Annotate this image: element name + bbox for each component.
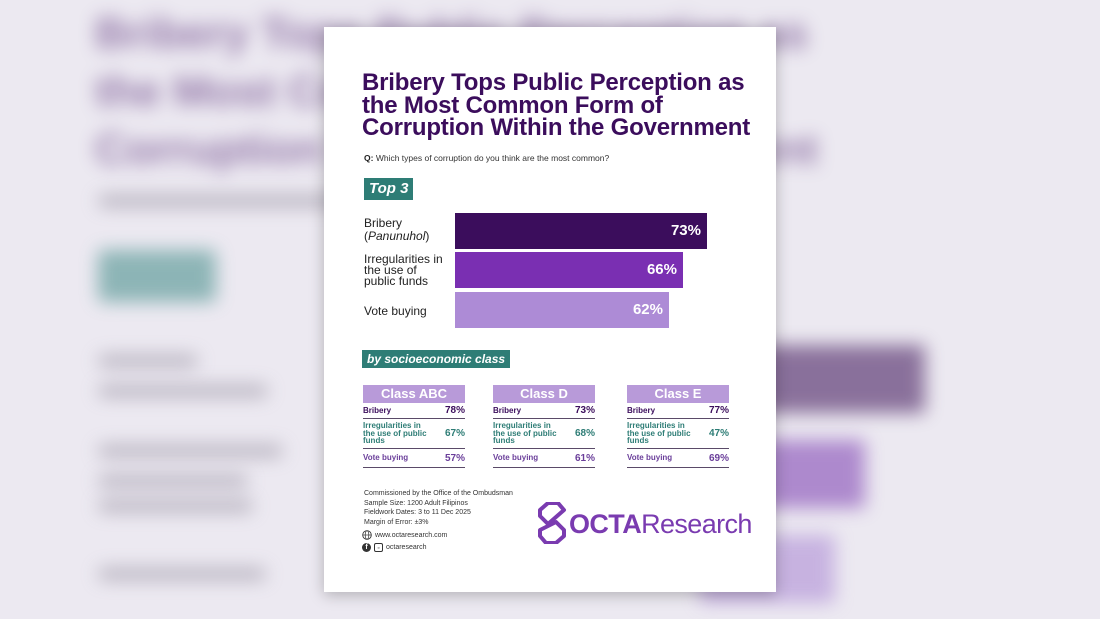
blurred-line (98, 500, 253, 512)
bar-value-label: 62% (632, 301, 663, 318)
class-row-label: Vote buying (627, 453, 673, 463)
bar-value-label: 66% (646, 261, 677, 278)
class-table-row: Irregularities in the use of public funds 6… (493, 419, 595, 449)
class-row-value: 73% (574, 405, 595, 416)
class-row-value: 69% (708, 452, 729, 464)
class-table-1: Class D Bribery 73% Irregularities in the us… (493, 385, 595, 468)
class-table-row: Vote buying 61% (493, 449, 595, 468)
bar-label-irregularities: Irregularities in the use of public fund… (364, 252, 443, 288)
question-text: Which types of corruption do you think a… (375, 153, 610, 163)
globe-icon (362, 530, 372, 540)
octa-logo-icon (538, 502, 566, 544)
class-row-value: 57% (444, 452, 465, 464)
class-table-row: Irregularities in the use of public funds 4… (627, 419, 729, 449)
title-line: Corruption Within the Government (362, 114, 751, 141)
infographic-title: Bribery Tops Public Perception as the Mo… (362, 69, 762, 141)
socioeconomic-tag: by socioeconomic class (362, 350, 511, 368)
class-row-value: 67% (444, 428, 465, 439)
bar-chart: 73% 66% 62% (455, 211, 731, 331)
class-table-2: Class E Bribery 77% Irregularities in the us… (627, 385, 729, 468)
note-commissioned: Commissioned by the Office of the Ombuds… (364, 490, 513, 497)
class-table-header: Class D (493, 385, 595, 403)
class-row-value: 78% (444, 405, 465, 416)
class-row-label: Vote buying (493, 453, 539, 463)
class-row-value: 47% (708, 428, 729, 439)
bar-label-vote-buying: Vote buying (364, 304, 427, 318)
bar-0 (455, 213, 707, 249)
website-link[interactable]: www.octaresearch.com (362, 530, 447, 540)
facebook-icon[interactable]: f (362, 543, 371, 552)
class-row-label: Irregularities in the use of public funds (493, 421, 557, 446)
class-table-row: Bribery 77% (627, 403, 729, 419)
blurred-tag (98, 250, 216, 302)
blurred-line (98, 385, 268, 397)
class-row-label: Bribery (363, 405, 392, 415)
class-table-row: Vote buying 69% (627, 449, 729, 468)
class-row-label: Irregularities in the use of public funds (363, 421, 427, 446)
title-line: the Most Common Form of (362, 91, 663, 119)
blurred-line (98, 195, 368, 207)
class-table-row: Bribery 73% (493, 403, 595, 419)
bar-2 (455, 292, 669, 328)
note-margin: Margin of Error: ±3% (364, 518, 429, 526)
blurred-line (98, 355, 198, 367)
blurred-line (98, 568, 266, 580)
bar-label-bribery: Bribery (Panunuhol) (364, 216, 430, 243)
class-row-value: 61% (574, 452, 595, 464)
class-table-row: Bribery 78% (363, 403, 465, 419)
survey-notes: Commissioned by the Office of the Ombuds… (364, 489, 513, 527)
class-table-row: Irregularities in the use of public funds 6… (363, 419, 465, 449)
bar-value-label: 73% (670, 222, 701, 239)
class-row-value: 68% (574, 428, 595, 439)
instagram-icon[interactable]: ◦ (374, 543, 383, 552)
social-links[interactable]: f ◦ octaresearch (362, 543, 426, 552)
blurred-line (98, 445, 283, 457)
top3-tag: Top 3 (364, 178, 414, 200)
class-table-row: Vote buying 57% (363, 449, 465, 468)
bar-1 (455, 252, 683, 288)
class-table-0: Class ABC Bribery 78% Irregularities in the … (363, 385, 465, 468)
class-table-header: Class ABC (363, 385, 465, 403)
survey-question: Q: Which types of corruption do you thin… (364, 153, 609, 163)
note-sample-size: Sample Size: 1200 Adult Filipinos (364, 499, 468, 507)
question-prefix: Q: (364, 153, 374, 163)
class-row-value: 77% (708, 405, 729, 416)
note-fieldwork: Fieldwork Dates: 3 to 11 Dec 2025 (364, 509, 471, 516)
octa-research-logo: OCTAResearch (536, 502, 752, 546)
class-row-label: Bribery (627, 405, 656, 415)
blurred-line (98, 475, 248, 487)
title-line: Bribery Tops Public Perception as (362, 69, 745, 96)
class-row-label: Bribery (493, 405, 522, 415)
class-row-label: Vote buying (363, 453, 409, 463)
class-table-header: Class E (627, 385, 729, 403)
logo-wordmark: OCTAResearch (569, 509, 752, 539)
infographic-card: Bribery Tops Public Perception as the Mo… (324, 27, 776, 592)
class-row-label: Irregularities in the use of public funds (627, 421, 691, 446)
